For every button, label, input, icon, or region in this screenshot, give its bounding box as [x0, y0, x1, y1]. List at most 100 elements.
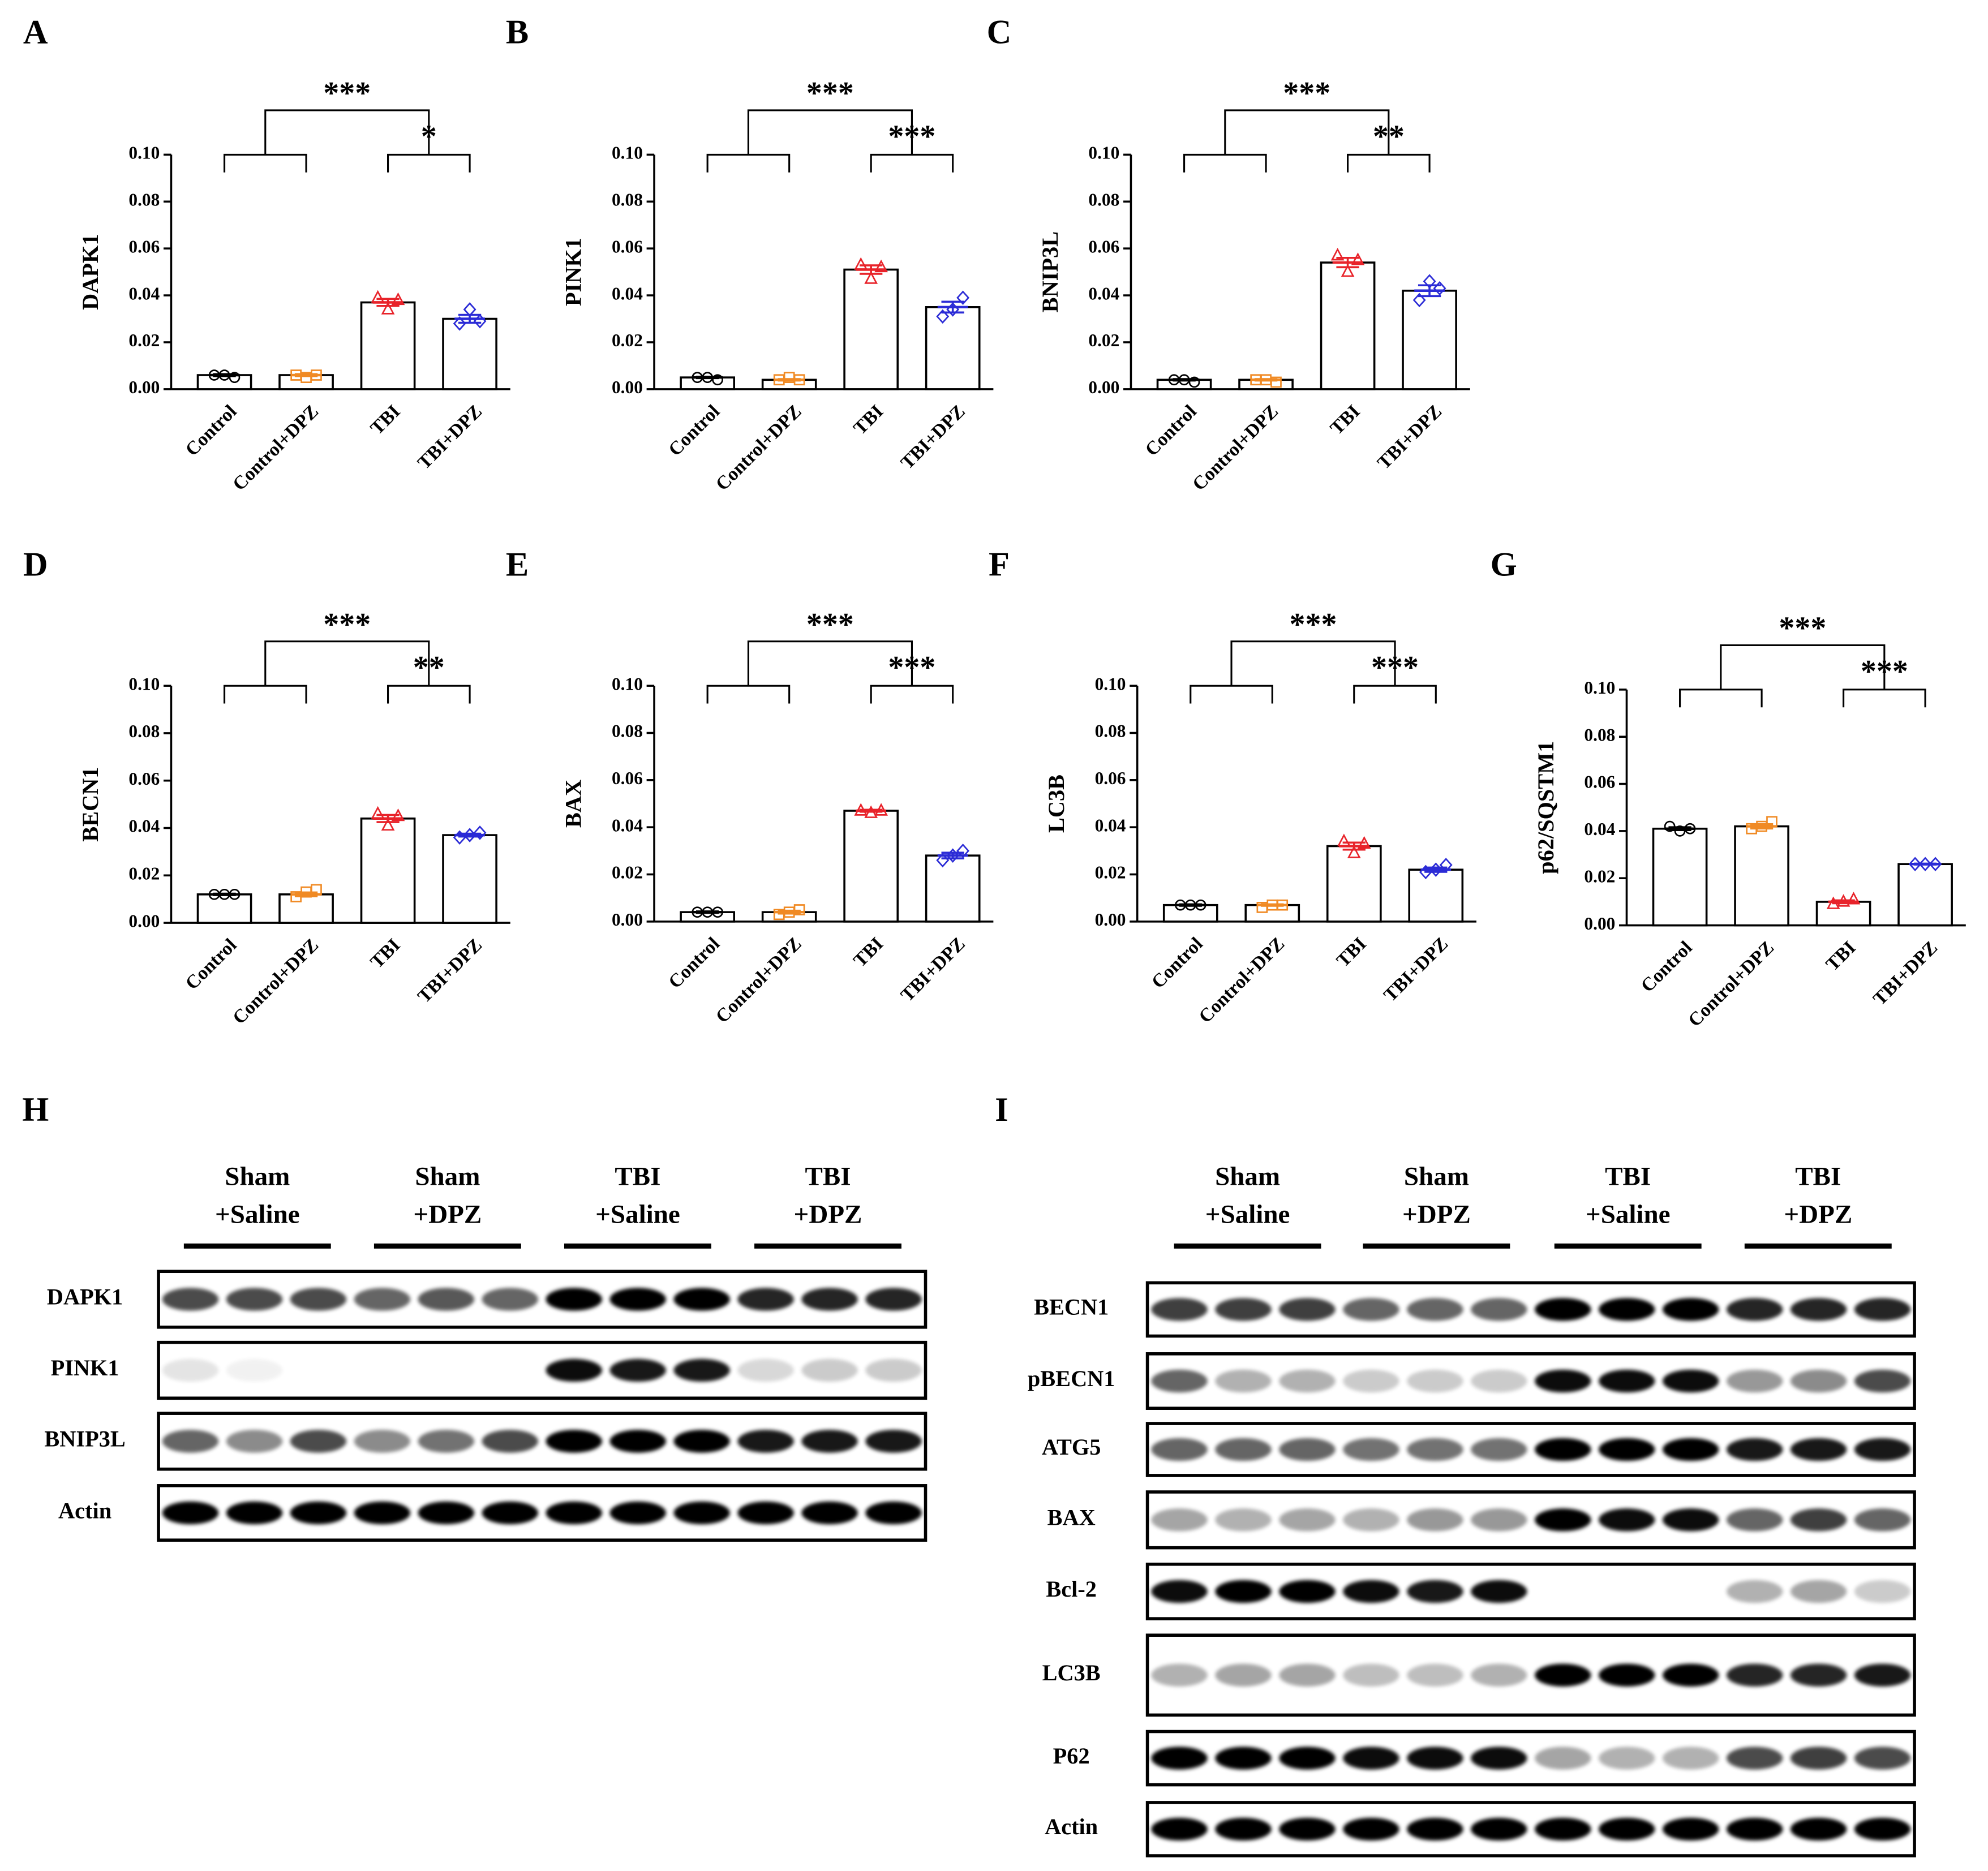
y-tick-label: 0.02 — [612, 330, 643, 350]
x-tick-label: TBI — [849, 934, 887, 971]
y-tick-label: 0.00 — [612, 910, 643, 930]
y-tick-label: 0.04 — [612, 283, 643, 303]
y-tick-label: 0.00 — [1088, 377, 1119, 397]
blot-band — [1279, 1580, 1336, 1603]
data-point — [1918, 857, 1932, 871]
blot-band — [1407, 1580, 1463, 1603]
protein-label: Actin — [58, 1498, 111, 1523]
y-tick-label: 0.02 — [612, 863, 643, 883]
significance: *** — [806, 76, 854, 111]
blot-band — [162, 1288, 219, 1311]
bar — [1320, 261, 1376, 390]
blot-band — [865, 1501, 922, 1525]
data-point — [381, 302, 395, 315]
blot-band — [1343, 1369, 1399, 1393]
group-label: +Saline — [595, 1200, 680, 1229]
blot-band — [1279, 1369, 1336, 1393]
data-point — [864, 271, 878, 284]
blot-band — [1599, 1817, 1655, 1841]
bar — [1652, 827, 1708, 927]
blot-band — [1151, 1298, 1208, 1321]
bar — [1244, 904, 1300, 923]
group-label: +DPZ — [794, 1200, 862, 1229]
blot-strip — [1145, 1801, 1916, 1857]
blot-band — [1471, 1369, 1527, 1393]
blot-band — [354, 1501, 411, 1525]
bar — [196, 374, 252, 390]
blot-band — [1726, 1438, 1783, 1461]
bracket — [1720, 644, 1886, 690]
blot-band — [1407, 1508, 1463, 1532]
blot-band — [737, 1501, 794, 1525]
data-point — [463, 302, 476, 317]
blot-band — [1599, 1508, 1655, 1532]
significance: ** — [1373, 119, 1405, 154]
y-axis-label: BNIP3L — [1037, 231, 1063, 312]
blot-band — [1215, 1508, 1272, 1532]
blot-band — [1215, 1580, 1272, 1603]
blot-band — [162, 1430, 219, 1453]
protein-label: BNIP3L — [44, 1426, 125, 1452]
blot-band — [1726, 1369, 1783, 1393]
panel-letter: D — [23, 546, 48, 584]
data-point — [1929, 857, 1942, 871]
blot-band — [1471, 1298, 1527, 1321]
bracket — [387, 685, 471, 704]
blot-band — [1726, 1508, 1783, 1532]
bracket — [870, 153, 954, 173]
blot-band — [1279, 1663, 1336, 1687]
blot-band — [1726, 1747, 1783, 1770]
blot-band — [801, 1501, 858, 1525]
blot-strip — [157, 1412, 928, 1471]
y-tick-label: 0.06 — [612, 236, 643, 256]
blot-band — [1471, 1580, 1527, 1603]
group-label: TBI — [1795, 1162, 1841, 1191]
significance: ** — [413, 650, 445, 685]
x-tick-label: TBI — [367, 935, 405, 973]
blot-band — [1854, 1663, 1911, 1687]
blot-strip — [1145, 1281, 1916, 1338]
blot-band — [418, 1501, 475, 1525]
y-tick-label: 0.06 — [1088, 236, 1119, 256]
bracket — [706, 153, 791, 173]
data-point — [473, 825, 487, 840]
y-tick-label: 0.10 — [128, 674, 160, 694]
y-tick-label: 0.08 — [612, 721, 643, 741]
bar — [1734, 825, 1789, 927]
bracket — [870, 685, 954, 704]
x-tick-label: Control — [1148, 934, 1207, 993]
y-axis-label: LC3B — [1044, 775, 1069, 833]
blot-band — [546, 1358, 602, 1382]
y-tick-label: 0.00 — [1584, 914, 1615, 934]
panel-letter: H — [22, 1091, 49, 1129]
y-tick-label: 0.04 — [612, 815, 643, 835]
blot-band — [1599, 1369, 1655, 1393]
panel-letter: F — [989, 546, 1010, 584]
blot-band — [1407, 1369, 1463, 1393]
blot-band — [1535, 1369, 1591, 1393]
y-tick-label: 0.08 — [128, 190, 160, 209]
data-point — [381, 818, 395, 831]
blot-band — [290, 1288, 347, 1311]
bar — [278, 893, 334, 924]
blot-band — [1535, 1747, 1591, 1770]
blot-band — [1663, 1298, 1719, 1321]
blot-band — [609, 1501, 666, 1525]
blot-band — [1343, 1298, 1399, 1321]
bracket — [1679, 689, 1763, 708]
group-label: +Saline — [1205, 1200, 1290, 1229]
blot-band — [1407, 1663, 1463, 1687]
blot-band — [1790, 1298, 1847, 1321]
y-tick-label: 0.10 — [1088, 143, 1119, 163]
bar — [1408, 868, 1464, 923]
y-tick-label: 0.08 — [612, 190, 643, 209]
blot-band — [546, 1430, 602, 1453]
bracket — [387, 153, 471, 173]
bar — [1326, 845, 1382, 923]
y-tick-label: 0.04 — [128, 283, 160, 303]
blot-band — [546, 1288, 602, 1311]
y-tick-label: 0.06 — [1584, 772, 1615, 792]
data-point — [1347, 845, 1361, 858]
blot-band — [1471, 1663, 1527, 1687]
panel-letter: A — [23, 14, 48, 51]
